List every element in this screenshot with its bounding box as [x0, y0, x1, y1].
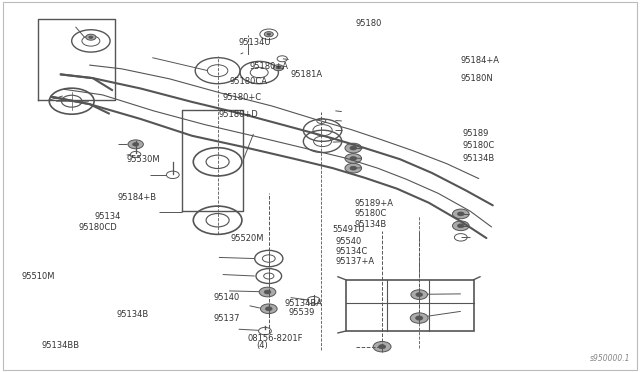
- Circle shape: [345, 163, 362, 173]
- Text: 95181A: 95181A: [291, 70, 323, 79]
- Text: 95510M: 95510M: [21, 272, 54, 280]
- Text: 95520M: 95520M: [230, 234, 264, 243]
- Text: 95137: 95137: [214, 314, 240, 323]
- Circle shape: [259, 287, 276, 297]
- Circle shape: [345, 154, 362, 163]
- Circle shape: [266, 307, 272, 311]
- Circle shape: [260, 304, 277, 314]
- Text: 95134U: 95134U: [239, 38, 271, 47]
- Circle shape: [350, 146, 356, 150]
- Text: 95140: 95140: [214, 293, 240, 302]
- Circle shape: [89, 36, 93, 38]
- Text: 95134B: 95134B: [462, 154, 494, 163]
- Circle shape: [411, 290, 428, 299]
- Text: 95134B: 95134B: [355, 220, 387, 229]
- Text: 95184+A: 95184+A: [461, 56, 500, 65]
- Text: 95180+C: 95180+C: [223, 93, 262, 102]
- Text: 95180N: 95180N: [461, 74, 493, 83]
- Text: 95180+A: 95180+A: [250, 62, 289, 71]
- Circle shape: [378, 344, 386, 349]
- Text: 95180: 95180: [356, 19, 382, 28]
- Circle shape: [350, 166, 356, 170]
- Text: 95180C: 95180C: [462, 141, 494, 150]
- Circle shape: [410, 313, 428, 323]
- Text: 95134BA: 95134BA: [284, 299, 322, 308]
- Bar: [346, 280, 474, 331]
- Text: 95530M: 95530M: [127, 155, 161, 164]
- Circle shape: [132, 142, 139, 146]
- Circle shape: [273, 65, 284, 71]
- Text: 95180CD: 95180CD: [79, 223, 118, 232]
- Circle shape: [350, 157, 356, 160]
- Text: 95180CA: 95180CA: [229, 77, 267, 86]
- Text: 95180+D: 95180+D: [219, 110, 259, 119]
- Text: 55491U: 55491U: [333, 225, 365, 234]
- Circle shape: [458, 212, 464, 216]
- Circle shape: [264, 290, 271, 294]
- Text: 95134BB: 95134BB: [42, 341, 80, 350]
- Circle shape: [264, 32, 273, 37]
- Text: 95137+A: 95137+A: [335, 257, 374, 266]
- Circle shape: [373, 341, 391, 352]
- Circle shape: [345, 143, 362, 153]
- Circle shape: [452, 221, 469, 231]
- Text: 95180C: 95180C: [355, 209, 387, 218]
- Text: 95540: 95540: [335, 237, 362, 246]
- Text: 95539: 95539: [289, 308, 315, 317]
- Circle shape: [415, 316, 423, 320]
- Text: s950000.1: s950000.1: [590, 354, 630, 363]
- Text: (4): (4): [256, 341, 268, 350]
- Circle shape: [267, 33, 271, 35]
- Text: 95189+A: 95189+A: [355, 199, 394, 208]
- Circle shape: [128, 140, 143, 149]
- Circle shape: [416, 293, 422, 296]
- Circle shape: [458, 224, 464, 228]
- Circle shape: [86, 34, 96, 40]
- Text: 95134B: 95134B: [116, 310, 148, 319]
- Text: 08156-8201F: 08156-8201F: [247, 334, 303, 343]
- Circle shape: [452, 209, 469, 219]
- Text: 95184+B: 95184+B: [118, 193, 157, 202]
- Text: 95189: 95189: [462, 129, 488, 138]
- Text: 95134: 95134: [95, 212, 121, 221]
- Circle shape: [276, 67, 280, 69]
- Text: 95134C: 95134C: [335, 247, 367, 256]
